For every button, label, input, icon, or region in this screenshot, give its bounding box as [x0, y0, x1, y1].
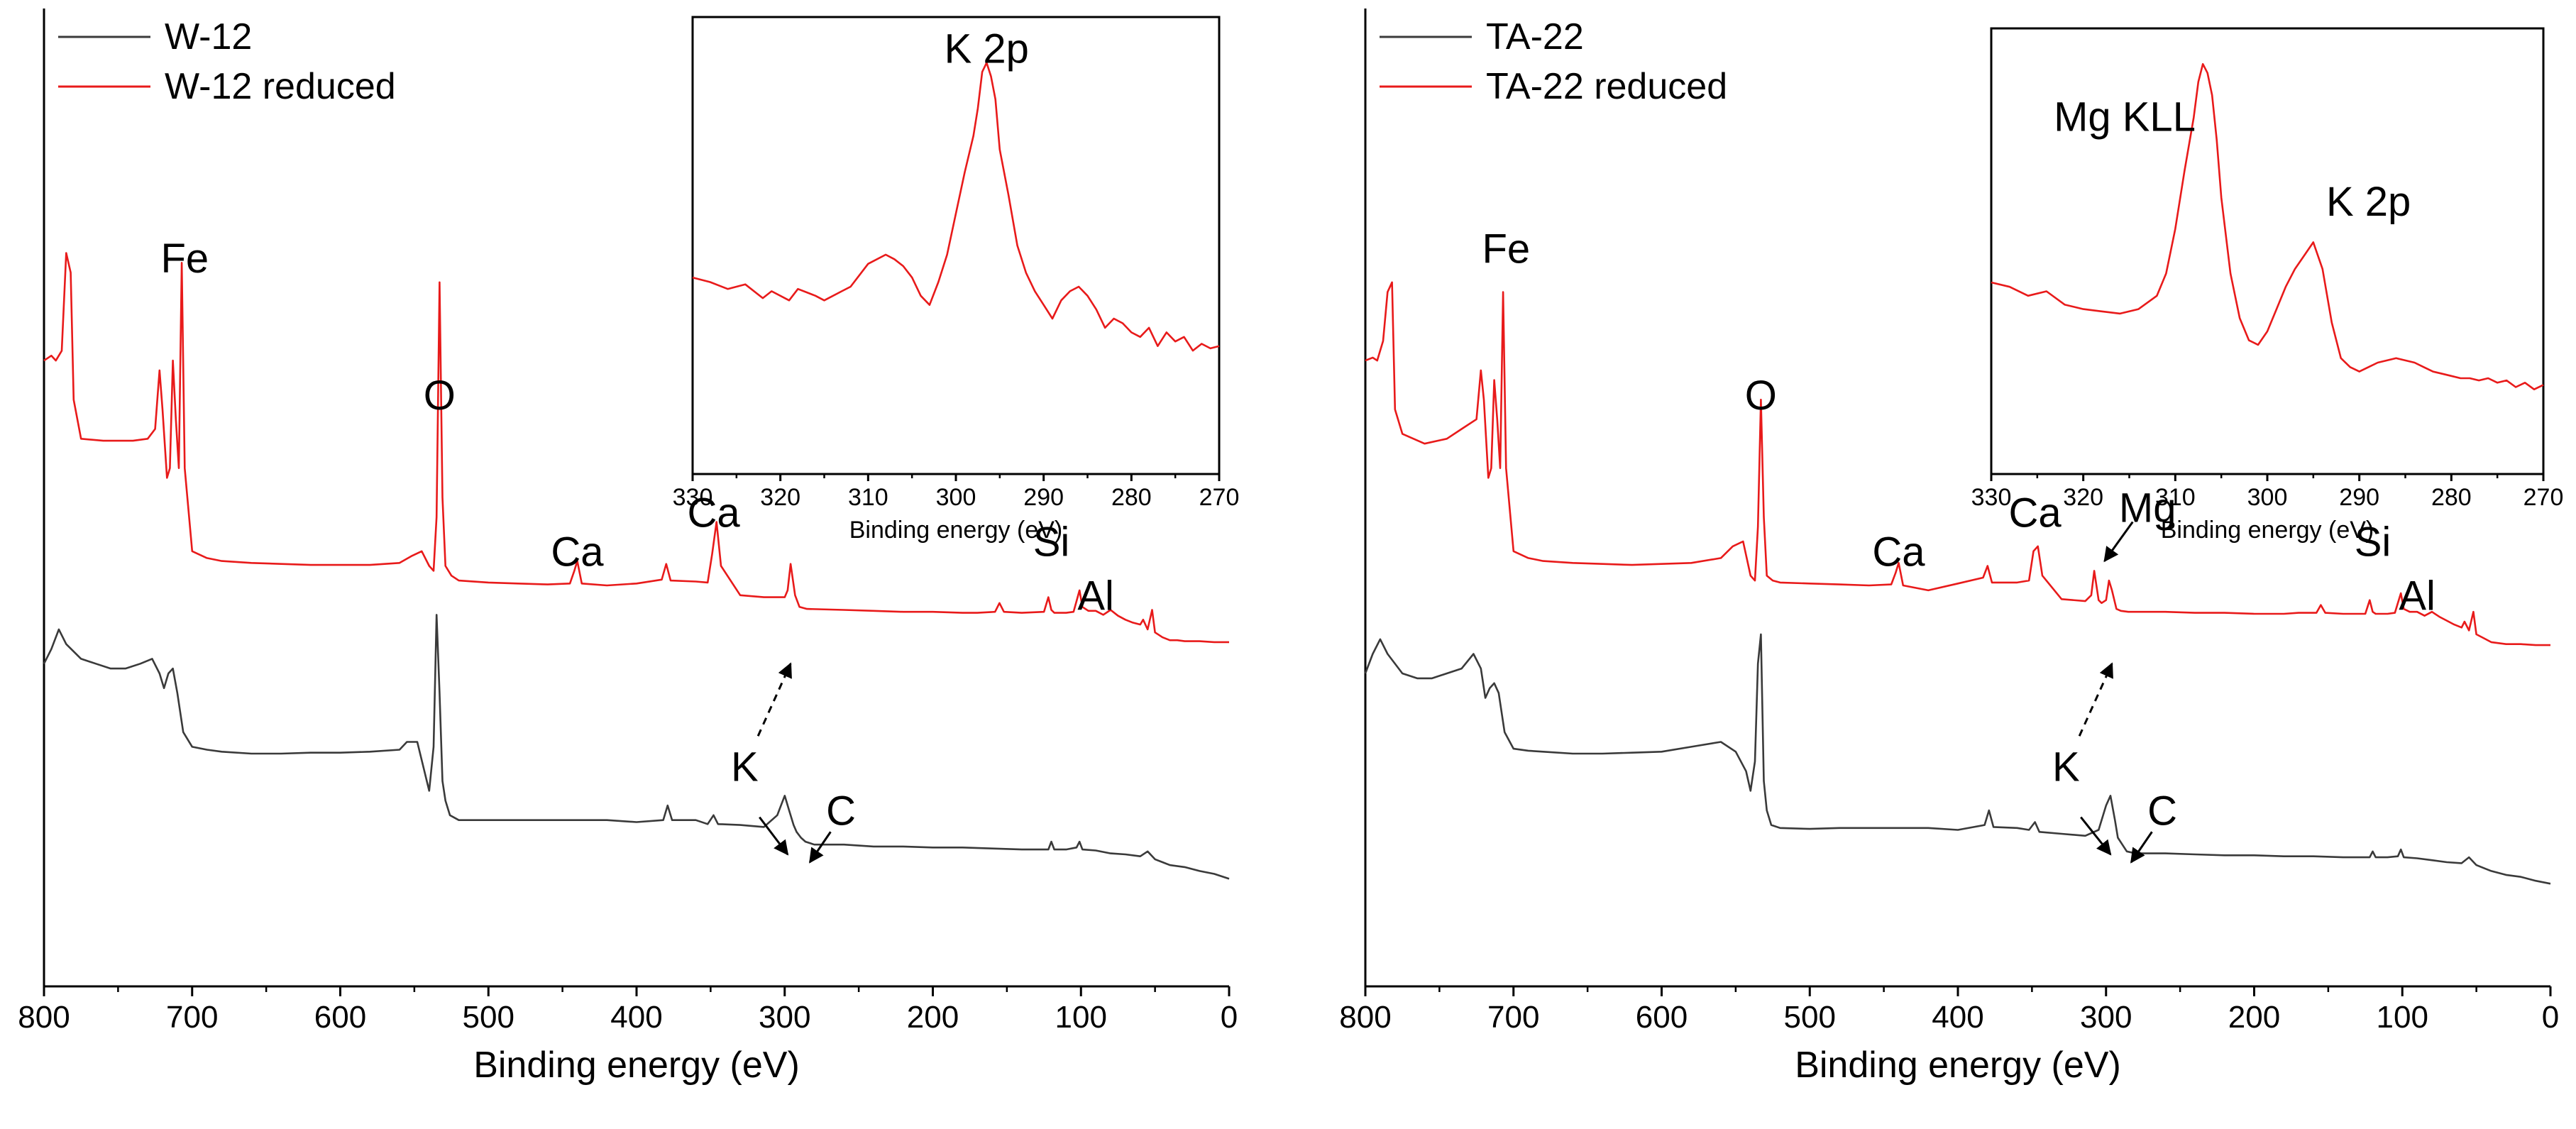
peak-label: K: [731, 744, 759, 791]
x-tick-label: 200: [2228, 1000, 2280, 1035]
x-tick-label: 310: [848, 484, 888, 511]
x-axis-label: Binding energy (eV): [849, 517, 1063, 544]
x-axis-label: Binding energy (eV): [1795, 1045, 2121, 1086]
peak-label: Ca: [551, 529, 604, 575]
x-tick-label: 280: [1111, 484, 1152, 511]
peak-label: K 2p: [2326, 179, 2411, 225]
x-tick-label: 320: [760, 484, 800, 511]
x-tick-label: 0: [2542, 1000, 2559, 1035]
peak-label: Fe: [1482, 226, 1530, 272]
legend-entry: TA-22 reduced: [1486, 66, 1727, 107]
x-tick-label: 310: [2155, 484, 2196, 511]
x-tick-label: 300: [2080, 1000, 2132, 1035]
chart-panel-right-inset: 330 320 310 300 290 280 270 Binding energy (eV)…: [1971, 27, 2564, 544]
peak-label: K 2p: [945, 26, 1029, 72]
peak-label: Si: [1033, 519, 1070, 566]
x-tick-label: 290: [1023, 484, 1064, 511]
x-tick-label: 300: [936, 484, 976, 511]
x-tick-label: 100: [1055, 1000, 1107, 1035]
series-line-ta-22-reduced: [1365, 281, 2550, 646]
chart-panel-left-inset: 330 320 310 300 290 280 270 Binding energy (eV)…: [673, 16, 1240, 544]
annotation-arrow: [2080, 816, 2112, 856]
x-tick-label: 300: [759, 1000, 810, 1035]
x-tick-label: 600: [314, 1000, 366, 1035]
x-axis-label: Binding energy (eV): [2161, 517, 2374, 544]
series-line-ta-22: [1364, 633, 2551, 885]
peak-label: Fe: [160, 236, 209, 282]
peak-label: C: [826, 788, 856, 835]
x-tick-label: 400: [610, 1000, 662, 1035]
plot-background: [1991, 28, 2543, 474]
x-tick-label: 300: [2247, 484, 2288, 511]
x-tick-label: 270: [2523, 484, 2564, 511]
series-line-w-12: [43, 614, 1230, 880]
peak-label: O: [424, 373, 456, 419]
x-tick-label: 500: [1784, 1000, 1836, 1035]
peak-label: Mg: [2119, 485, 2176, 531]
peak-label: Al: [2399, 573, 2435, 619]
legend-entry: W-12: [165, 16, 252, 57]
x-tick-label: 0: [1221, 1000, 1238, 1035]
plot-background: [693, 17, 1219, 474]
x-axis-label: Binding energy (eV): [473, 1045, 800, 1086]
x-tick-label: 320: [2063, 484, 2103, 511]
series-line-inset: [692, 62, 1220, 352]
peak-label: Al: [1077, 573, 1114, 619]
peak-label: O: [1745, 373, 1777, 419]
peak-label: Mg KLL: [2054, 94, 2196, 140]
annotation-arrow: [2078, 662, 2113, 737]
series-line-inset: [1991, 62, 2544, 390]
peak-label: C: [2147, 788, 2177, 835]
x-tick-label: 400: [1932, 1000, 1983, 1035]
x-tick-label: 100: [2377, 1000, 2428, 1035]
x-tick-label: 330: [1971, 484, 2012, 511]
annotation-arrow: [759, 816, 789, 856]
x-tick-label: 800: [18, 1000, 70, 1035]
x-tick-label: 700: [1487, 1000, 1539, 1035]
x-tick-label: 280: [2431, 484, 2472, 511]
legend-entry: W-12 reduced: [165, 66, 396, 107]
x-tick-label: 330: [673, 484, 713, 511]
peak-label: Ca: [1872, 529, 1925, 575]
annotation-arrow: [2130, 831, 2153, 864]
x-tick-label: 290: [2339, 484, 2379, 511]
peak-label: K: [2052, 744, 2080, 791]
annotation-arrow: [2103, 521, 2134, 563]
legend-entry: TA-22: [1486, 16, 1584, 57]
annotation-arrow: [756, 662, 792, 737]
x-tick-label: 600: [1636, 1000, 1688, 1035]
annotation-arrow: [808, 831, 832, 864]
x-tick-label: 270: [1199, 484, 1240, 511]
peak-label: Ca: [2008, 490, 2062, 536]
x-tick-label: 200: [907, 1000, 959, 1035]
peak-label: Ca: [687, 490, 740, 536]
x-tick-label: 500: [463, 1000, 514, 1035]
peak-label: Si: [2355, 519, 2391, 566]
series-line-w-12-reduced: [43, 252, 1229, 644]
x-tick-label: 800: [1339, 1000, 1391, 1035]
x-tick-label: 700: [166, 1000, 218, 1035]
